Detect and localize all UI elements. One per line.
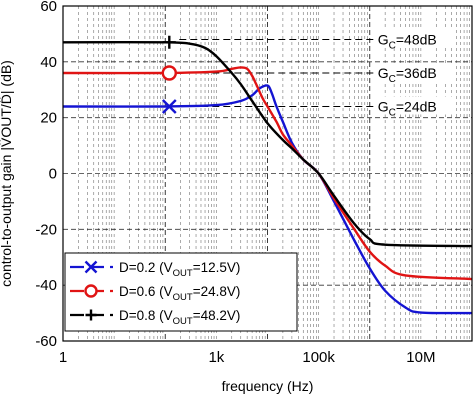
y-tick-label: -20 xyxy=(35,221,57,238)
annotation-background xyxy=(375,29,456,48)
annotation-background xyxy=(375,63,456,81)
series-marker xyxy=(84,284,98,298)
x-tick-label: 1 xyxy=(59,349,67,366)
y-tick-label: 40 xyxy=(40,54,57,71)
gain-annotation: GC=36dB xyxy=(378,65,437,85)
y-tick-label: -60 xyxy=(35,333,57,350)
series-markers xyxy=(161,35,177,114)
y-tick-label: 60 xyxy=(40,0,57,15)
legend-label: D=0.6 (VOUT=24.8V) xyxy=(119,284,240,303)
series-marker xyxy=(161,65,177,81)
grid xyxy=(63,6,472,341)
annotation-background xyxy=(375,96,456,115)
series-marker xyxy=(84,260,98,274)
series-line xyxy=(62,66,473,281)
x-tick-label: 1k xyxy=(208,349,224,366)
gain-annotation: GC=24dB xyxy=(378,99,437,119)
y-axis-label: control-to-output gain |V̂OUT/D̂| (dB) xyxy=(0,60,14,287)
series-marker xyxy=(161,99,177,114)
plot-frame xyxy=(62,5,473,342)
gain-annotation: GC=48dB xyxy=(378,32,437,52)
x-tick-label: 100k xyxy=(302,349,335,366)
legend-label: D=0.2 (VOUT=12.5V) xyxy=(119,260,240,279)
tick-labels: 60 40 20 0 -20 -40 -601 1k 100k 10M xyxy=(35,0,435,366)
series-group xyxy=(62,40,473,315)
series-marker xyxy=(162,35,176,49)
legend-label: D=0.8 (VOUT=48.2V) xyxy=(119,308,240,327)
legend: D=0.2 (VOUT=12.5V) D=0.6 (VOUT=24.8V) D=0.… xyxy=(64,252,298,332)
x-axis-label: frequency (Hz) xyxy=(222,378,314,394)
y-tick-label: 20 xyxy=(40,110,57,127)
y-tick-label: -40 xyxy=(35,277,57,294)
y-tick-label: 0 xyxy=(49,166,57,183)
series-line xyxy=(62,84,473,315)
series-marker xyxy=(85,309,97,321)
x-tick-label: 10M xyxy=(406,349,435,366)
gain-annotations: GC=48dB GC=36dB GC=24dB xyxy=(375,29,456,119)
series-line xyxy=(62,40,473,248)
